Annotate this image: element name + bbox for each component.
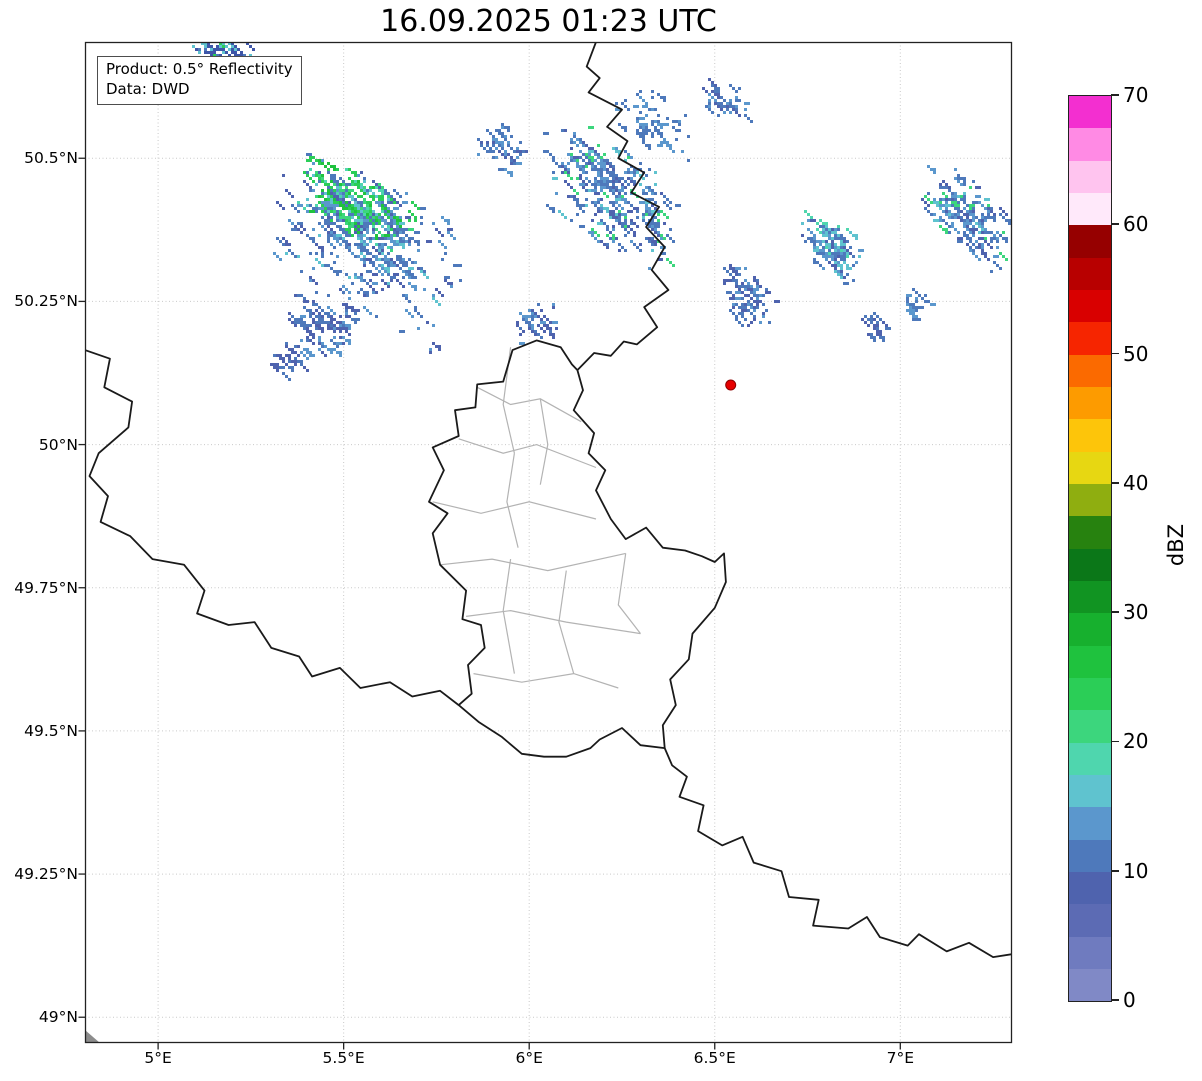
radar-echo-cluster-far-east-dots (906, 288, 936, 321)
radar-station-marker (725, 379, 737, 391)
product-line: Product: 0.5° Reflectivity (106, 60, 293, 78)
belgium-germany-border (576, 42, 670, 371)
colorbar-segment (1069, 710, 1111, 743)
colorbar-tick-mark (1111, 94, 1119, 96)
radar-echo-cluster-east-small-dots (861, 312, 891, 342)
y-tick-label: 50.5°N (24, 149, 78, 168)
lat-lon-grid (85, 42, 1012, 1043)
colorbar-segment (1069, 871, 1111, 905)
colorbar-tick-label: 40 (1123, 470, 1149, 495)
y-tick-label: 49.25°N (14, 865, 78, 884)
colorbar-segment (1069, 128, 1111, 161)
y-tick-label: 50.25°N (14, 292, 78, 311)
colorbar-segment (1069, 936, 1111, 969)
radar-echo-cluster-southwest-dots (270, 342, 309, 381)
colorbar-segment (1069, 160, 1111, 193)
country-borders (85, 42, 1012, 958)
colorbar-segment (1069, 419, 1111, 452)
radar-echo-cluster-far-right-streaks (921, 165, 1011, 273)
colorbar-segment (1069, 968, 1111, 1002)
figure-title: 16.09.2025 01:23 UTC (380, 4, 717, 39)
data-source-line: Data: DWD (106, 79, 190, 98)
colorbar-segment (1069, 548, 1111, 581)
radar-echo-cluster-east-central-specks (723, 264, 780, 327)
colorbar-tick-label: 60 (1123, 212, 1149, 237)
x-tick-label: 6.5°E (693, 1049, 736, 1067)
colorbar-segment (1069, 322, 1111, 355)
colorbar-segment (1069, 289, 1111, 323)
y-tick-label: 49°N (38, 1008, 78, 1027)
france-belgium-border (85, 349, 460, 706)
x-tick-label: 6°E (515, 1049, 543, 1067)
radar-echo-cluster-south-specks (288, 291, 360, 360)
colorbar-tick-mark (1111, 482, 1119, 484)
colorbar-segment (1069, 96, 1111, 129)
colorbar-tick-mark (1111, 223, 1119, 226)
x-tick-label: 5.5°E (322, 1049, 365, 1067)
colorbar-tick-mark (1111, 999, 1119, 1001)
colorbar-segment (1069, 645, 1111, 678)
colorbar-segment (1069, 451, 1111, 484)
map-background (85, 42, 1012, 1043)
colorbar (1068, 95, 1112, 1002)
colorbar-segment (1069, 257, 1111, 290)
canton-borders (432, 347, 641, 689)
colorbar-segment (1069, 192, 1111, 226)
colorbar-segment (1069, 742, 1111, 775)
radar-echo-cluster-gap-specks (477, 123, 528, 177)
colorbar-segment (1069, 483, 1111, 517)
plot-frame (84, 41, 1013, 1044)
colorbar-segment (1069, 677, 1111, 711)
colorbar-segment (1069, 613, 1111, 646)
colorbar-tick-label: 10 (1123, 858, 1149, 883)
colorbar-segment (1069, 354, 1111, 387)
colorbar-segment (1069, 516, 1111, 549)
radar-echo-cluster-border-pocket-specks (516, 303, 558, 345)
colorbar-tick-label: 50 (1123, 341, 1149, 366)
colorbar-tick-mark (1111, 352, 1119, 355)
product-info-box: Product: 0.5° Reflectivity Data: DWD (97, 56, 302, 105)
axis-tick-marks (78, 157, 901, 1050)
colorbar-tick-mark (1111, 740, 1119, 743)
colorbar-segment (1069, 225, 1111, 258)
colorbar-tick-label: 0 (1123, 988, 1136, 1012)
luxembourg-border (428, 339, 727, 758)
x-tick-label: 5°E (144, 1049, 172, 1067)
colorbar-segment (1069, 904, 1111, 937)
colorbar-tick-label: 70 (1123, 83, 1149, 107)
colorbar-segment (1069, 807, 1111, 840)
colorbar-tick-mark (1111, 869, 1119, 872)
colorbar-segment (1069, 839, 1111, 872)
radar-echo-cluster-east-blob (801, 210, 864, 285)
france-germany-border (663, 747, 1012, 958)
colorbar-segment (1069, 774, 1111, 808)
colorbar-tick-label: 30 (1123, 600, 1149, 625)
colorbar-label: dBZ (1164, 523, 1188, 567)
colorbar-tick-label: 20 (1123, 729, 1149, 754)
y-tick-label: 49.5°N (24, 721, 78, 740)
y-tick-label: 50°N (38, 435, 78, 454)
colorbar-segment (1069, 580, 1111, 614)
y-tick-label: 49.75°N (14, 578, 78, 597)
colorbar-segment (1069, 386, 1111, 420)
colorbar-tick-mark (1111, 611, 1119, 613)
radar-echo-cluster-main-storm-fringe (273, 153, 462, 354)
radar-echo-cluster-north-specks (702, 78, 753, 123)
radar-echo-cluster-mid-top-specks (615, 90, 690, 162)
radar-echo-cluster-mid-cluster (543, 126, 681, 270)
clipped-border-fragment (85, 1030, 100, 1043)
x-tick-label: 7°E (886, 1049, 914, 1067)
